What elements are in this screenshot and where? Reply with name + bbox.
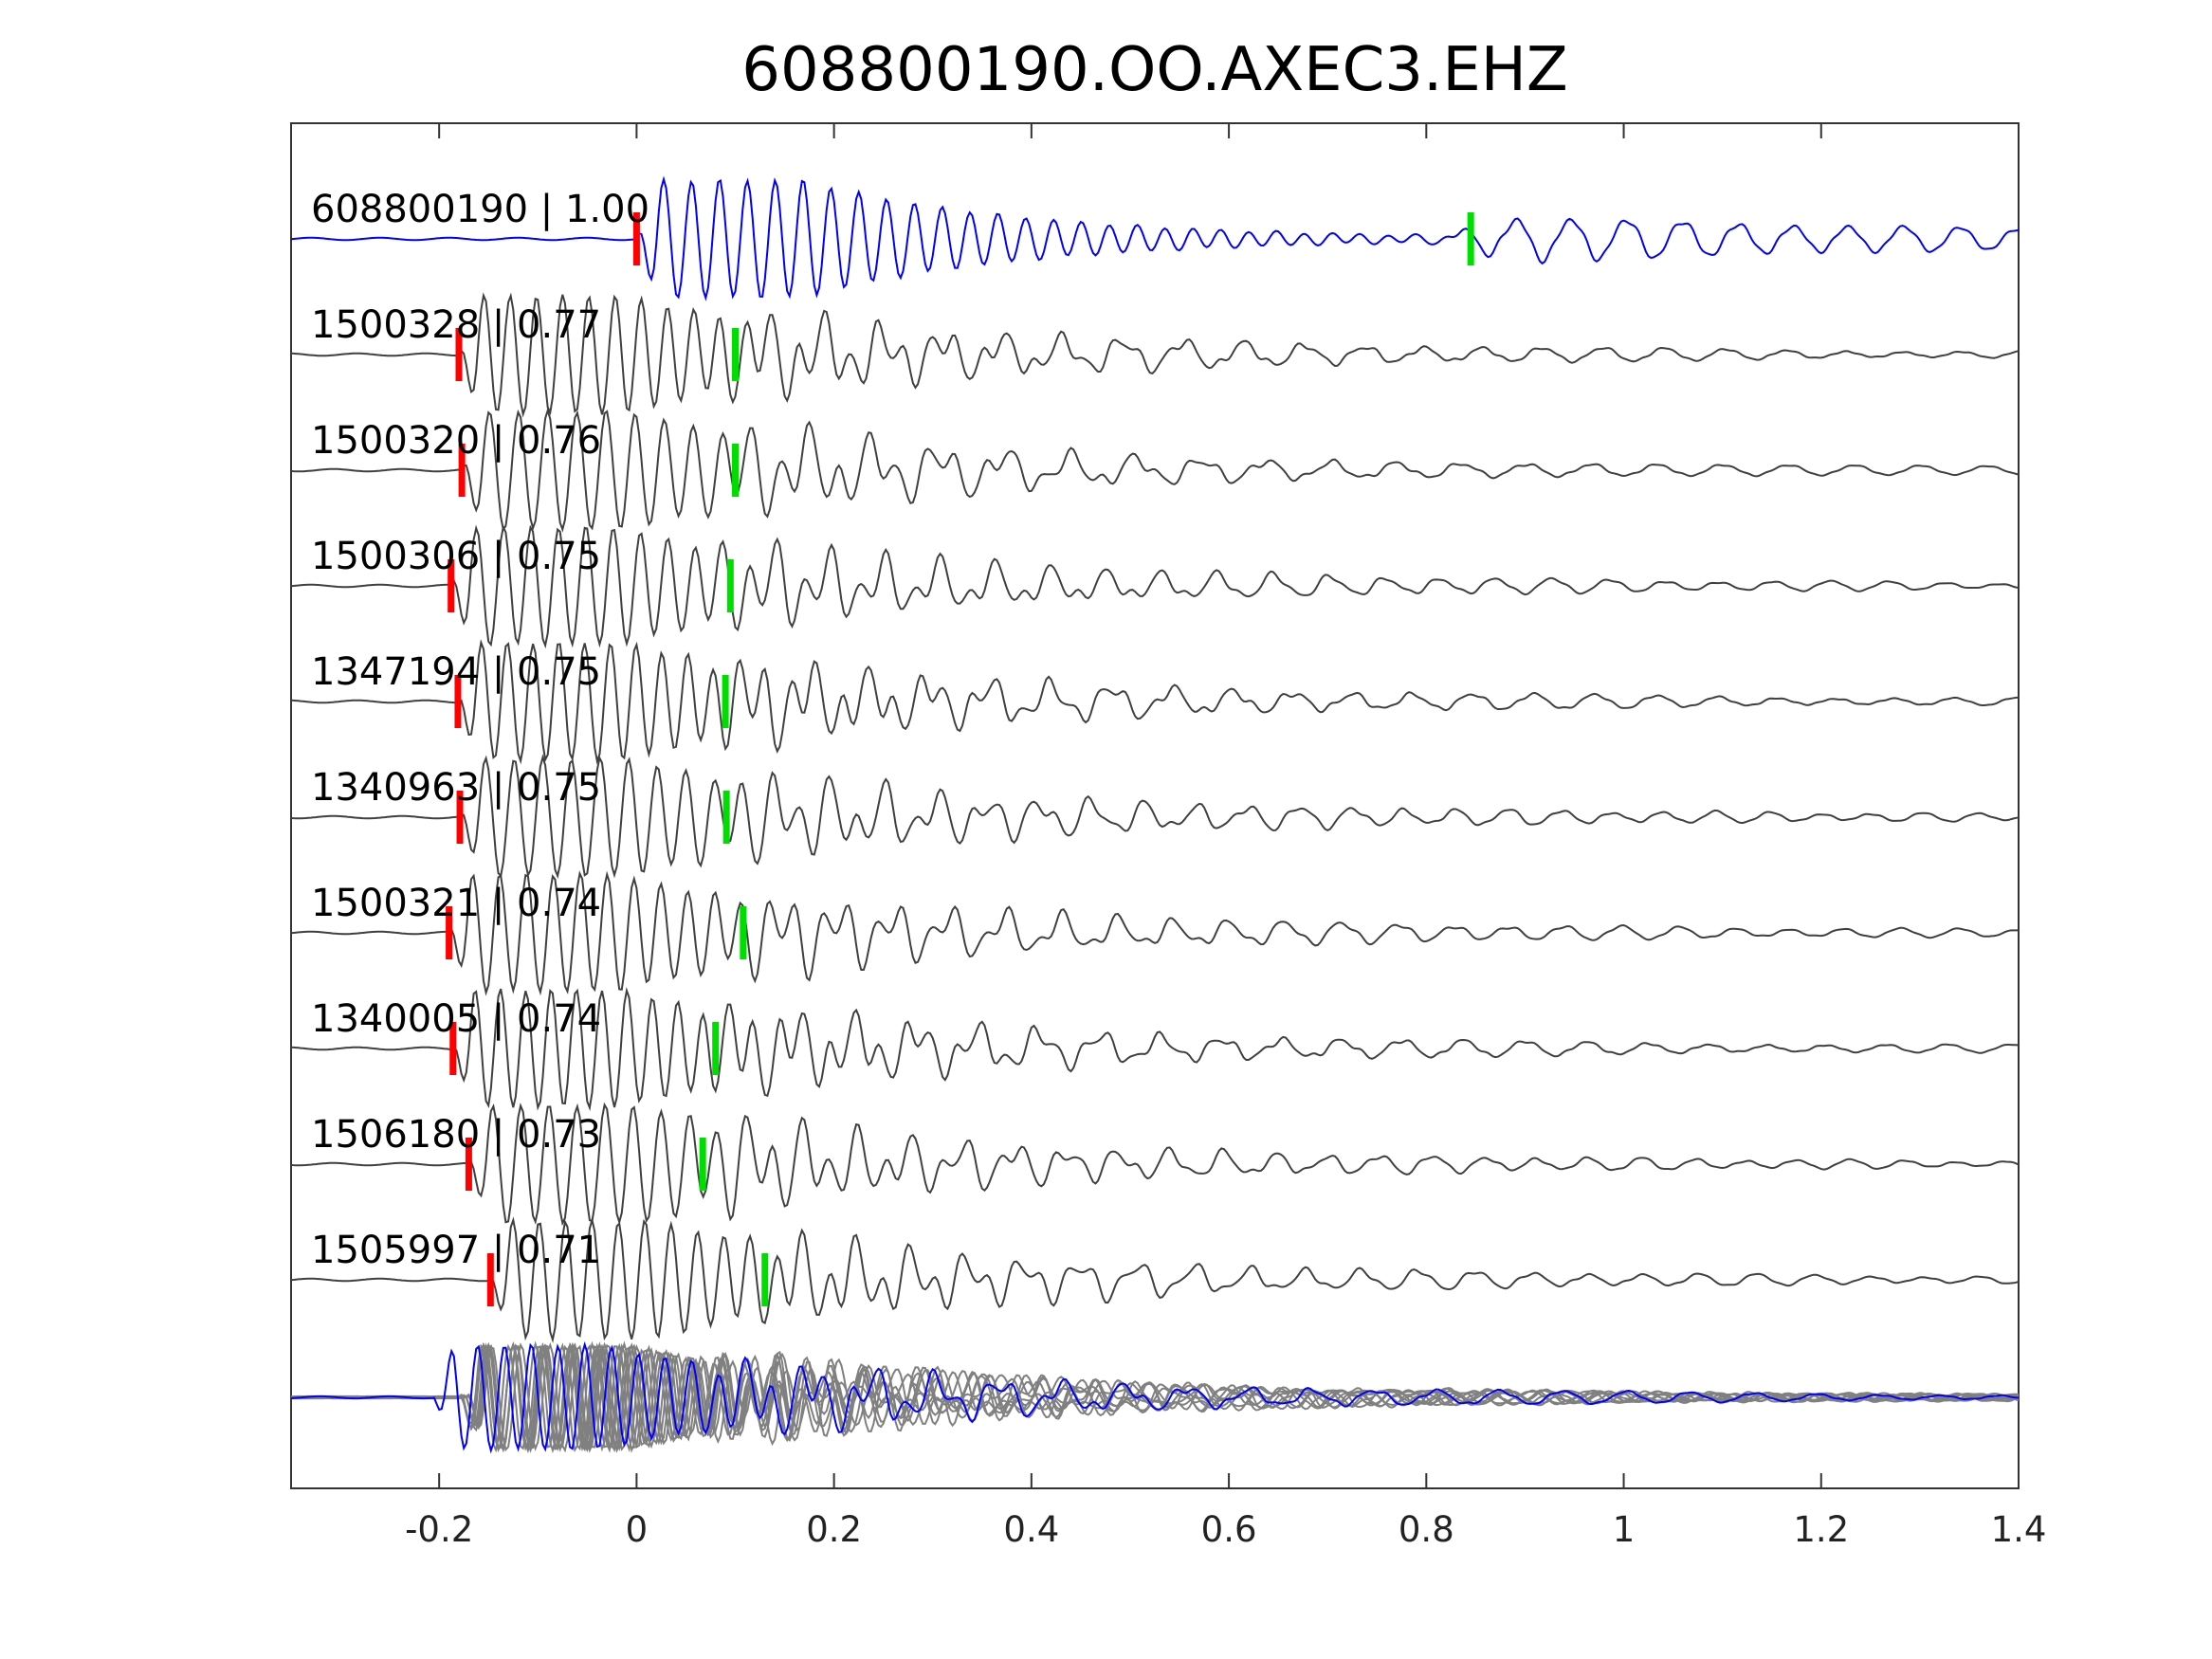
x-tick-label: 1.4 — [1991, 1509, 2047, 1550]
plot-frame — [290, 122, 2020, 1489]
trace-label: 1500328 | 0.77 — [311, 303, 601, 347]
waveform-trace — [290, 986, 2020, 1112]
x-tick-label: 0.2 — [806, 1509, 862, 1550]
trace-label: 1505997 | 0.71 — [311, 1229, 601, 1272]
trace-label: 1506180 | 0.73 — [311, 1113, 601, 1157]
trace-label-group: 608800190 | 1.00 1500328 | 0.77 1500320 | … — [311, 188, 649, 1272]
x-axis: -0.2 0 0.2 0.4 0.6 0.8 1 1.2 1.4 — [405, 123, 2046, 1550]
x-tick-label: 0.6 — [1201, 1509, 1257, 1550]
stacked-waveforms — [290, 1340, 2020, 1454]
trace-label: 608800190 | 1.00 — [311, 188, 649, 231]
x-tick-label: 0.4 — [1003, 1509, 1059, 1550]
waveform-trace — [290, 523, 2020, 649]
trace-label: 1500306 | 0.75 — [311, 535, 601, 578]
stacked-template-trace — [290, 1340, 2020, 1454]
waveform-trace — [290, 754, 2020, 879]
x-tick-label: 1 — [1613, 1509, 1636, 1550]
chart-title: 608800190.OO.AXEC3.EHZ — [741, 35, 1568, 105]
trace-label: 1347194 | 0.75 — [311, 650, 601, 694]
trace-label: 1340963 | 0.75 — [311, 766, 601, 810]
stacked-trace — [291, 1341, 2020, 1453]
trace-group — [290, 175, 2020, 1344]
waveform-trace — [290, 292, 2020, 418]
trace-label: 1340005 | 0.74 — [311, 997, 601, 1041]
x-tick-label: -0.2 — [405, 1509, 473, 1550]
waveform-trace — [290, 639, 2020, 765]
x-tick-label: 1.2 — [1793, 1509, 1849, 1550]
waveform-trace — [290, 1102, 2020, 1227]
waveform-trace — [290, 175, 2020, 301]
x-tick-label: 0 — [626, 1509, 649, 1550]
x-tick-label: 0.8 — [1398, 1509, 1454, 1550]
trace-label: 1500321 | 0.74 — [311, 882, 601, 925]
waveform-trace — [290, 870, 2019, 996]
trace-label: 1500320 | 0.76 — [311, 419, 601, 463]
waveform-trace — [290, 1216, 2020, 1344]
waveform-trace — [290, 407, 2020, 533]
